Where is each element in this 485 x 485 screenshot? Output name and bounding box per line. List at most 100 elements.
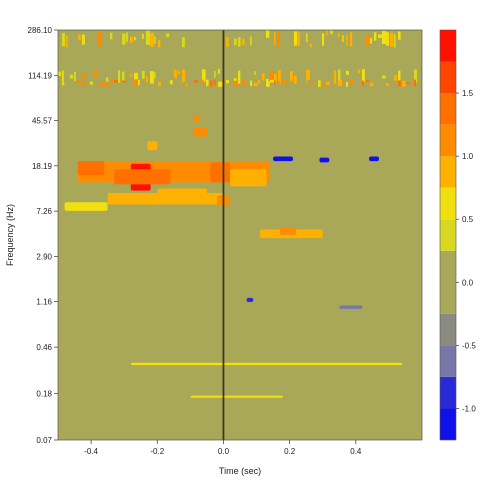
heatmap-cell — [258, 80, 261, 84]
heatmap-cell — [266, 81, 270, 87]
heatmap-cell — [206, 79, 209, 87]
heatmap-cell — [414, 79, 416, 87]
heatmap-cell — [226, 80, 229, 84]
heatmap-cell — [326, 30, 328, 36]
heatmap-cell — [330, 30, 334, 34]
colorbar-bin — [440, 408, 456, 440]
heatmap-region — [147, 141, 158, 151]
colorbar-bin — [440, 156, 456, 188]
colorbar-ticks: -1.0 -0.5 0.0 0.5 1.0 1.5 — [456, 89, 476, 413]
colorbar-bin — [440, 219, 456, 251]
heatmap-cell — [270, 80, 274, 83]
heatmap-cell — [154, 72, 156, 79]
plot-background — [58, 30, 422, 440]
heatmap-cell — [338, 69, 341, 82]
colorbar-bin — [440, 250, 456, 314]
heatmap-cell — [338, 33, 340, 37]
heatmap-cell — [106, 82, 110, 87]
heatmap-cell — [94, 70, 98, 77]
heatmap-cell — [346, 70, 349, 75]
heatmap-region — [339, 305, 363, 309]
heatmap-cell — [234, 80, 238, 87]
heatmap-cell — [346, 81, 348, 87]
heatmap-cell — [346, 35, 348, 46]
y-axis-label: Frequency (Hz) — [5, 204, 15, 266]
heatmap-cell — [234, 78, 237, 82]
heatmap-cell — [390, 32, 394, 47]
heatmap-cell — [286, 81, 289, 86]
heatmap-cell — [62, 70, 64, 84]
heatmap-cell — [130, 36, 133, 43]
heatmap-cell — [326, 81, 330, 86]
heatmap-cell — [290, 70, 293, 82]
heatmap-cell — [226, 36, 229, 47]
heatmap-cell — [350, 79, 354, 85]
colorbar-tick-label: -0.5 — [462, 341, 476, 350]
heatmap-cell — [366, 35, 370, 47]
heatmap-cell — [234, 38, 237, 46]
heatmap-cell — [178, 70, 181, 75]
heatmap-cell — [98, 31, 102, 47]
heatmap-cell — [82, 81, 86, 86]
x-axis-ticks: -0.4 -0.2 0.0 0.2 0.4 — [84, 440, 362, 456]
heatmap-region — [193, 127, 207, 137]
heatmap-region — [230, 169, 267, 187]
heatmap-cell — [386, 83, 390, 86]
heatmap-cell — [62, 33, 66, 47]
heatmap-cell — [130, 73, 132, 78]
heatmap-cell — [82, 34, 85, 45]
heatmap-cell — [394, 34, 396, 48]
heatmap-cell — [150, 32, 154, 47]
heatmap-region — [273, 156, 293, 162]
heatmap-cell — [298, 32, 300, 46]
heatmap-cell — [274, 73, 277, 83]
plot-frame — [57, 29, 423, 441]
heatmap-cell — [382, 31, 386, 44]
heatmap-cell — [122, 80, 126, 83]
heatmap-cell — [170, 80, 173, 85]
heatmap-cell — [386, 32, 389, 46]
heatmap-region — [210, 162, 231, 183]
plot-area — [57, 29, 423, 441]
y-tick-label: 0.07 — [36, 436, 52, 445]
heatmap-cell — [306, 80, 308, 83]
colorbar — [439, 29, 457, 441]
y-tick-label: 1.16 — [36, 298, 52, 307]
colorbar-bin — [440, 187, 456, 220]
colorbar-bin — [440, 124, 456, 157]
colorbar-tick-label: 1.5 — [462, 89, 474, 98]
heatmap-cell — [310, 81, 313, 85]
colorbar-bin — [440, 61, 456, 94]
heatmap-cell — [106, 77, 109, 82]
heatmap-cell — [146, 30, 150, 45]
heatmap-cell — [202, 69, 206, 82]
heatmap-region — [369, 156, 379, 162]
y-tick-label: 0.18 — [36, 389, 52, 398]
heatmap-streak-band — [62, 30, 401, 48]
heatmap-cell — [134, 72, 138, 80]
heatmap-cell — [406, 82, 410, 84]
heatmap-cell — [310, 43, 313, 48]
x-tick-label: 0.0 — [218, 447, 230, 456]
heatmap-cell — [134, 36, 136, 41]
y-tick-label: 0.46 — [36, 343, 52, 352]
heatmap-region — [246, 297, 254, 302]
heatmap-cell — [342, 35, 344, 42]
heatmap-cell — [270, 71, 274, 82]
heatmap-cell — [242, 80, 245, 86]
heatmap-cell — [158, 81, 161, 87]
heatmap-cell — [150, 71, 154, 84]
heatmap-cell — [318, 80, 321, 87]
heatmap-cell — [238, 37, 241, 47]
heatmap-cell — [278, 80, 280, 84]
colorbar-bin — [440, 93, 456, 125]
y-tick-label: 2.90 — [36, 252, 52, 261]
heatmap-cell — [274, 31, 276, 46]
heatmap-cell — [78, 34, 81, 40]
heatmap-cell — [78, 79, 81, 84]
heatmap-cell — [210, 80, 213, 87]
heatmap-cell — [322, 84, 326, 87]
heatmap-cell — [242, 38, 245, 46]
heatmap-region — [130, 362, 403, 366]
heatmap-cell — [74, 71, 76, 82]
